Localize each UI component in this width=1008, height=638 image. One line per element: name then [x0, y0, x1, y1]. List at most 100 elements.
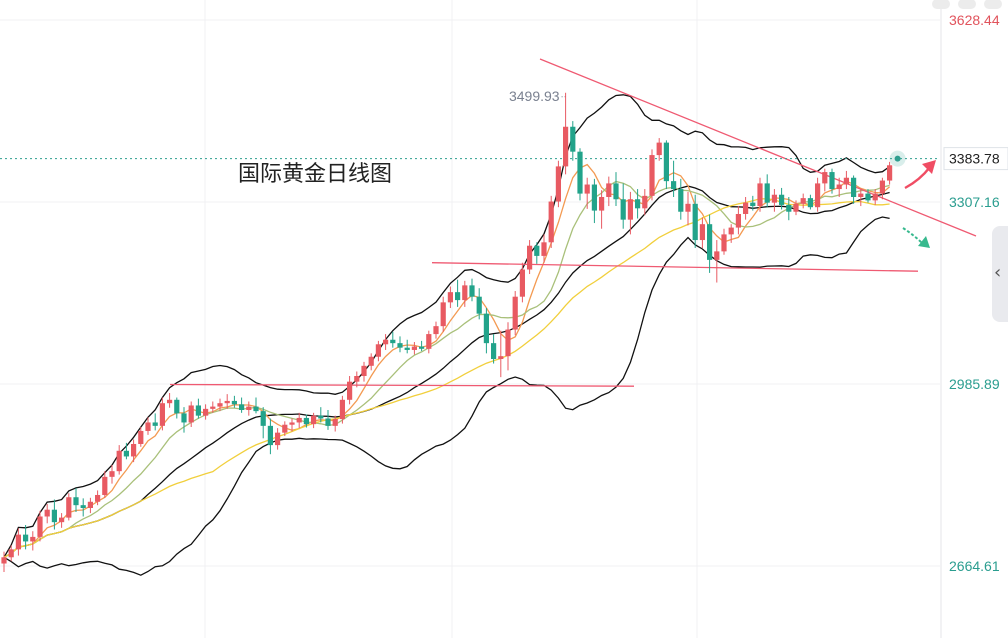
candle-body: [15, 534, 21, 550]
candle-body: [102, 476, 108, 495]
candle-body: [87, 501, 93, 508]
candle-body: [642, 195, 648, 209]
candle-body: [411, 346, 417, 350]
candle-body: [505, 329, 511, 357]
side-panel-toggle[interactable]: ‹: [992, 226, 1008, 322]
candle-body: [8, 549, 14, 558]
maximize-icon[interactable]: [958, 0, 976, 9]
high-annotation: 3499.93: [509, 88, 560, 104]
candle-body: [548, 201, 554, 243]
candle-body: [606, 183, 612, 197]
candle-body: [159, 403, 165, 426]
candle-body: [59, 517, 65, 523]
window-controls[interactable]: [924, 0, 1002, 13]
current-price-tag: [943, 147, 1008, 171]
y-axis-tick-label: 3628.44: [949, 12, 1000, 28]
current-price-label: 3383.78: [949, 151, 1000, 167]
candle-body: [311, 415, 317, 425]
candle-body: [404, 347, 410, 350]
candle-body: [116, 450, 122, 472]
candle-body: [591, 184, 597, 211]
bollinger-bands: [3, 94, 890, 576]
candle-body: [296, 417, 302, 423]
candle-body: [23, 534, 29, 542]
candle-body: [383, 339, 389, 345]
down-arrow: [902, 227, 923, 244]
candle-body: [707, 224, 713, 260]
support-line: [169, 383, 635, 387]
candle-body: [519, 269, 525, 297]
chevron-left-icon[interactable]: ‹: [994, 262, 1002, 283]
candle-body: [332, 419, 338, 426]
candle-body: [210, 406, 216, 409]
y-axis-tick-label: 2985.89: [949, 376, 1000, 392]
candle-body: [800, 198, 806, 204]
candle-body: [815, 183, 821, 208]
candle-body: [138, 430, 144, 444]
candle-body: [217, 403, 223, 407]
candle-body: [721, 234, 727, 252]
candle-body: [829, 172, 835, 190]
candle-body: [671, 181, 677, 190]
candle-body: [80, 505, 86, 508]
candle-body: [512, 296, 518, 330]
candle-body: [440, 302, 446, 327]
candle-body: [30, 536, 36, 542]
candle-body: [822, 172, 828, 184]
candle-body: [375, 344, 381, 357]
candle-body: [447, 292, 453, 303]
candle-body: [483, 313, 489, 344]
candle-body: [735, 213, 741, 228]
candle-body: [807, 198, 813, 208]
candle-body: [95, 494, 101, 502]
minimize-icon[interactable]: [932, 0, 950, 9]
candlesticks: [1, 92, 893, 573]
candle-body: [771, 194, 777, 203]
candle-body: [836, 184, 842, 190]
candle-body: [109, 471, 115, 477]
y-axis-tick-label: 2664.61: [949, 558, 1000, 574]
candle-body: [879, 180, 885, 194]
candle-body: [181, 413, 187, 423]
candle-body: [354, 376, 360, 382]
candle-body: [534, 245, 540, 256]
ma5-line: [3, 163, 891, 558]
candle-body: [325, 418, 331, 426]
y-axis-tick-label: 3307.16: [949, 194, 1000, 210]
candle-body: [476, 296, 482, 314]
candle-body: [195, 405, 201, 416]
close-icon[interactable]: [984, 0, 1002, 9]
candle-body: [174, 399, 180, 414]
candle-body: [44, 509, 50, 517]
candle-body: [167, 399, 173, 404]
candle-body: [246, 406, 252, 410]
candle-body: [685, 203, 691, 212]
chart-title: 国际黄金日线图: [238, 162, 393, 187]
candle-body: [613, 183, 619, 200]
candle-body: [37, 516, 43, 537]
candle-body: [433, 326, 439, 335]
candle-body: [527, 245, 533, 270]
descending-trendline: [539, 58, 977, 237]
ma10-line: [3, 180, 890, 558]
candle-body: [656, 142, 662, 156]
candle-body: [498, 356, 504, 360]
candle-body: [231, 400, 237, 405]
candle-body: [203, 408, 209, 416]
candle-body: [469, 285, 475, 297]
candle-body: [289, 422, 295, 425]
candle-body: [627, 199, 633, 220]
down-arrow-head: [918, 236, 930, 248]
candle-body: [131, 443, 137, 457]
candle-body: [224, 400, 230, 404]
candle-body: [282, 424, 288, 433]
candle-body: [599, 196, 605, 211]
candle-body: [123, 450, 129, 457]
candle-body: [728, 227, 734, 235]
candle-body: [887, 165, 893, 181]
candle-body: [66, 497, 72, 518]
candle-body: [390, 339, 396, 344]
candle-body: [239, 404, 245, 410]
candle-body: [663, 142, 669, 182]
candle-body: [779, 194, 785, 205]
